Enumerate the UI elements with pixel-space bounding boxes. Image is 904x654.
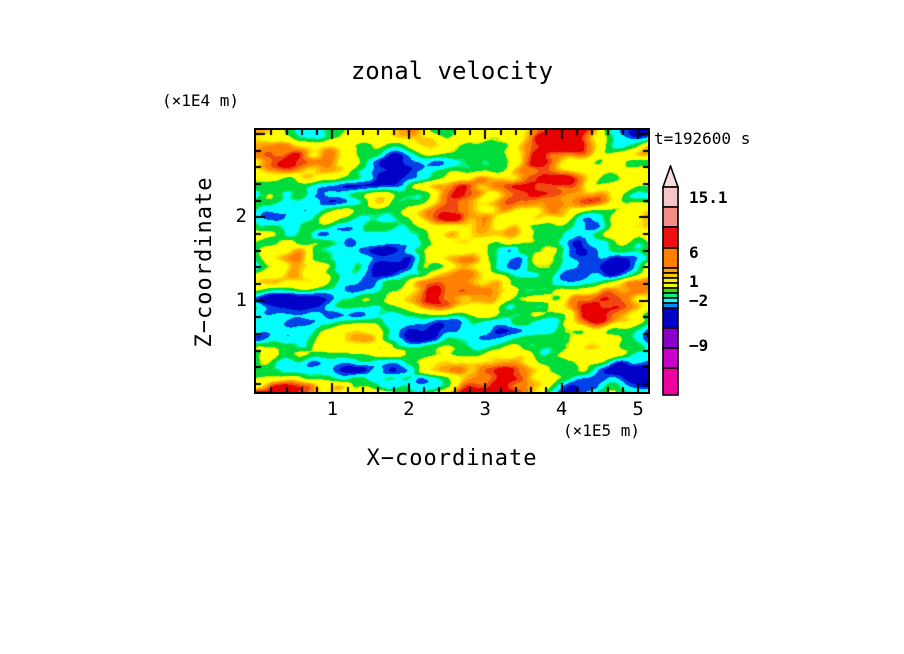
y-tick-label: 2: [235, 205, 247, 228]
contour-field-canvas: [256, 130, 648, 392]
colorbar-svg: 15.1 6 1−2 −9: [661, 163, 728, 396]
colorbar-segment: [662, 186, 679, 208]
time-annotation: t=192600 s: [654, 129, 751, 148]
x-tick-label: 2: [403, 398, 415, 420]
colorbar-label: −9: [689, 336, 708, 355]
colorbar: 15.1 6 1 −2 −9: [661, 163, 772, 405]
colorbar-segment: [662, 247, 679, 269]
colorbar-label: 6: [689, 243, 699, 262]
colorbar-label: 15.1: [689, 188, 728, 207]
x-tick-label: 1: [326, 398, 339, 420]
colorbar-segment: [662, 307, 679, 329]
colorbar-segment: [662, 327, 679, 349]
y-axis-unit: (×1E4 m): [162, 91, 240, 110]
colorbar-segment: [662, 347, 679, 369]
y-axis-title: Z−coordinate: [192, 176, 217, 348]
x-tick-label: 4: [555, 398, 568, 420]
colorbar-segment: [662, 226, 679, 249]
x-tick-label: 3: [479, 398, 491, 420]
colorbar-label: −2: [689, 291, 708, 310]
colorbar-arrow-icon: [661, 163, 680, 188]
plot-frame: [254, 128, 650, 394]
plot-title: zonal velocity: [350, 57, 554, 85]
x-axis-unit: (×1E5 m): [563, 421, 641, 440]
x-axis-title: X−coordinate: [366, 446, 538, 471]
colorbar-label: 1: [689, 272, 699, 291]
y-tick-label: 1: [235, 288, 247, 311]
colorbar-segment: [662, 206, 679, 228]
colorbar-segment: [662, 367, 679, 396]
x-tick-label: 5: [632, 398, 644, 420]
